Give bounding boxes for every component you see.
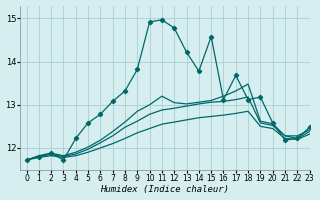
X-axis label: Humidex (Indice chaleur): Humidex (Indice chaleur) (100, 185, 229, 194)
